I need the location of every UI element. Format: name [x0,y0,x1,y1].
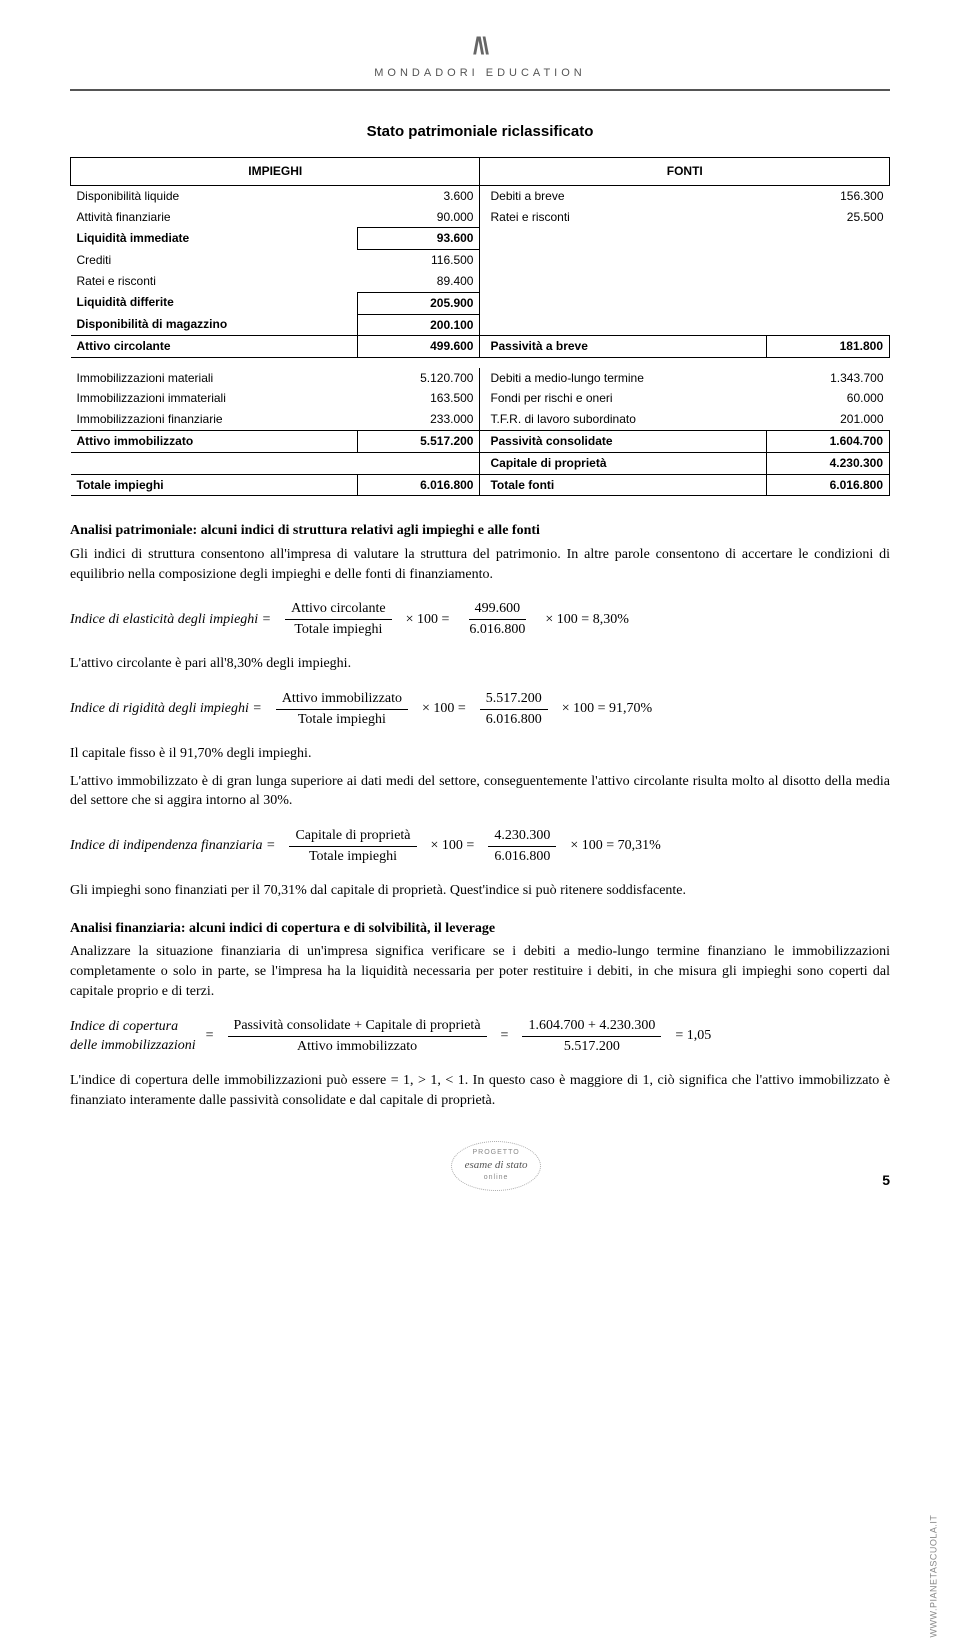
analysis2-text: Analizzare la situazione finanziaria di … [70,942,890,1001]
footer-logo: PROGETTO esame di stato online [110,1141,882,1191]
formula-rigidita: Indice di rigidità degli impieghi = Atti… [70,689,890,729]
analysis1-heading: Analisi patrimoniale: alcuni indici di s… [70,521,890,541]
analysis1-text: Gli indici di struttura consentono all'i… [70,545,890,584]
document-title: Stato patrimoniale riclassificato [70,121,890,142]
header-fonti: FONTI [480,157,890,185]
balance-table: IMPIEGHI FONTI Disponibilità liquide3.60… [70,157,890,496]
p2a: Il capitale fisso è il 91,70% degli impi… [70,744,890,764]
formula-indipendenza: Indice di indipendenza finanziaria = Cap… [70,826,890,866]
analysis2-heading: Analisi finanziaria: alcuni indici di co… [70,919,890,939]
page-number: 5 [882,1171,890,1191]
p3: Gli impieghi sono finanziati per il 70,3… [70,881,890,901]
logo-icon: /\\ [70,30,890,64]
side-url: WWW.PIANETASCUOLA.IT [927,1515,940,1638]
brand-name: MONDADORI EDUCATION [70,66,890,81]
p4: L'indice di copertura delle immobilizzaz… [70,1071,890,1110]
p2b: L'attivo immobilizzato è di gran lunga s… [70,772,890,811]
header-impieghi: IMPIEGHI [71,157,480,185]
body-content: Analisi patrimoniale: alcuni indici di s… [70,521,890,1110]
page-header: /\\ MONDADORI EDUCATION [70,30,890,91]
p1: L'attivo circolante è pari all'8,30% deg… [70,654,890,674]
formula-copertura: Indice di coperturadelle immobilizzazion… [70,1016,890,1056]
page-footer: PROGETTO esame di stato online 5 [70,1141,890,1191]
formula-elasticita: Indice di elasticità degli impieghi = At… [70,599,890,639]
